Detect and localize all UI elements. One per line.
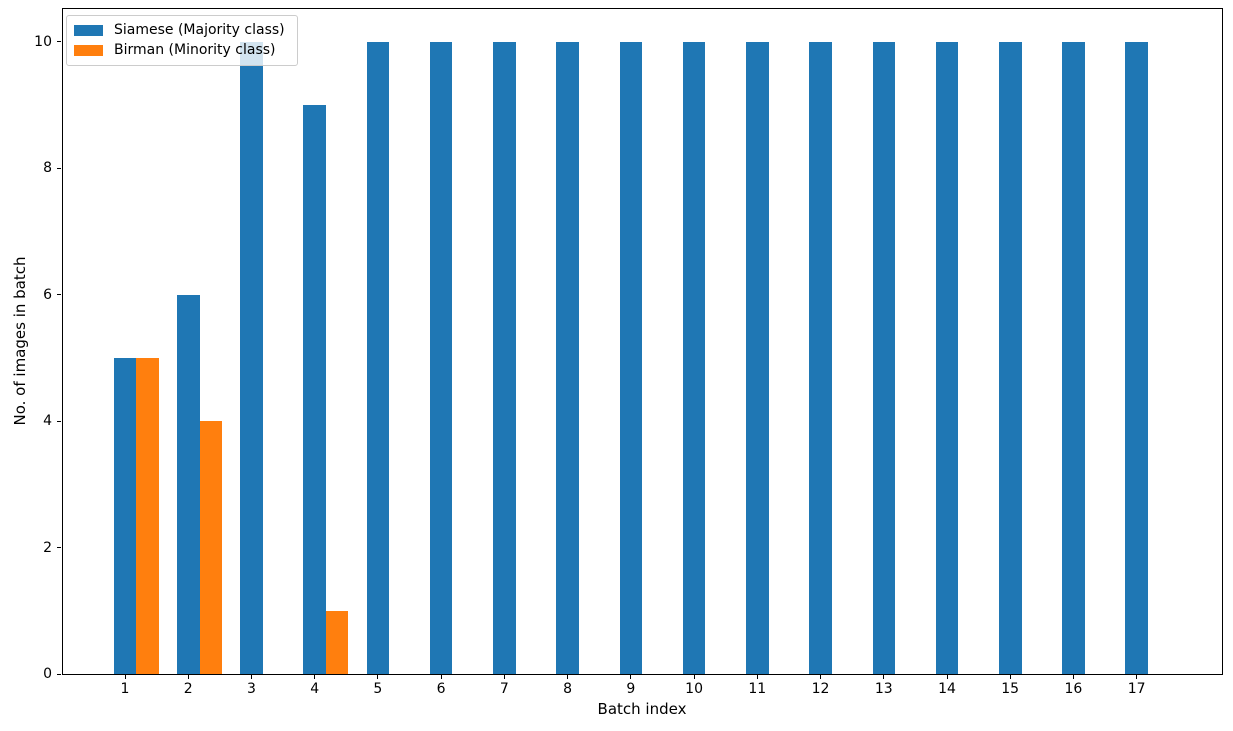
bar-series0-batch-9 — [619, 41, 643, 674]
y-axis-label: No. of images in batch — [11, 256, 29, 426]
x-tick-label: 10 — [685, 681, 703, 697]
bar-series0-batch-13 — [872, 41, 895, 674]
x-tick — [377, 675, 379, 679]
bar-series0-batch-15 — [999, 41, 1022, 674]
bar-series1-batch-4 — [325, 610, 349, 674]
bar-series0-batch-12 — [809, 41, 832, 674]
x-tick-label: 5 — [373, 681, 383, 697]
x-tick-label: 17 — [1127, 681, 1146, 697]
x-tick — [946, 675, 948, 679]
x-tick-label: 11 — [748, 681, 767, 697]
x-tick — [1072, 675, 1074, 679]
y-tick-label: 10 — [34, 33, 52, 50]
x-tick-label: 15 — [1001, 681, 1020, 697]
bar-series0-batch-7 — [493, 41, 516, 674]
x-tick — [187, 675, 189, 679]
bar-series0-batch-11 — [746, 41, 769, 674]
legend-swatch-icon — [74, 25, 103, 36]
legend-item-0: Siamese (Majority class) — [74, 22, 285, 39]
y-tick-label: 4 — [43, 413, 52, 429]
x-tick-label: 16 — [1064, 681, 1083, 697]
x-tick — [314, 675, 316, 679]
bar-series0-batch-4 — [303, 104, 326, 674]
legend-swatch-icon — [74, 45, 103, 56]
bar-series0-batch-2 — [177, 294, 200, 674]
x-tick — [820, 675, 821, 679]
x-axis-label: Batch index — [597, 700, 687, 718]
x-tick-label: 12 — [811, 681, 830, 697]
y-tick — [57, 167, 61, 169]
y-tick — [57, 294, 61, 295]
bar-series0-batch-8 — [556, 41, 579, 674]
x-tick — [124, 675, 126, 679]
bar-series0-batch-10 — [682, 41, 706, 674]
x-tick-label: 2 — [183, 681, 193, 697]
x-tick — [251, 675, 252, 679]
y-tick — [57, 420, 61, 422]
x-tick-label: 7 — [499, 681, 509, 697]
bar-series1-batch-1 — [136, 357, 159, 674]
y-tick-label: 6 — [43, 286, 52, 303]
bar-series0-batch-17 — [1125, 41, 1148, 674]
y-tick — [57, 673, 61, 675]
x-tick — [883, 675, 885, 679]
x-tick-label: 3 — [247, 681, 256, 697]
x-tick-label: 4 — [310, 681, 320, 697]
y-tick-label: 8 — [43, 160, 52, 176]
x-tick — [1136, 675, 1138, 679]
x-tick — [693, 675, 695, 679]
legend-label: Siamese (Majority class) — [114, 22, 285, 38]
x-tick — [756, 675, 758, 679]
bar-series0-batch-1 — [113, 357, 137, 674]
bar-series0-batch-6 — [429, 41, 453, 674]
bar-series1-batch-2 — [199, 421, 222, 674]
y-tick — [57, 547, 61, 548]
x-tick — [1009, 675, 1011, 679]
bar-series0-batch-16 — [1062, 41, 1085, 674]
legend-item-1: Birman (Minority class) — [74, 42, 285, 59]
x-tick-label: 9 — [626, 681, 636, 697]
x-tick-label: 14 — [938, 681, 956, 697]
x-tick-label: 6 — [436, 681, 446, 697]
plot-area — [62, 8, 1223, 675]
x-tick — [440, 675, 442, 679]
legend: Siamese (Majority class) Birman (Minority… — [66, 15, 298, 66]
x-tick — [503, 675, 505, 679]
bar-series0-batch-3 — [240, 41, 263, 674]
x-tick — [630, 675, 632, 679]
x-tick-label: 1 — [120, 681, 130, 697]
x-tick-label: 13 — [874, 681, 893, 697]
x-tick — [567, 675, 569, 679]
y-tick-label: 0 — [43, 666, 52, 682]
legend-label: Birman (Minority class) — [114, 42, 276, 58]
bar-series0-batch-5 — [366, 41, 390, 674]
bar-series0-batch-14 — [935, 41, 959, 674]
y-tick — [57, 41, 61, 42]
y-tick-label: 2 — [43, 539, 52, 556]
x-tick-label: 8 — [563, 681, 573, 697]
